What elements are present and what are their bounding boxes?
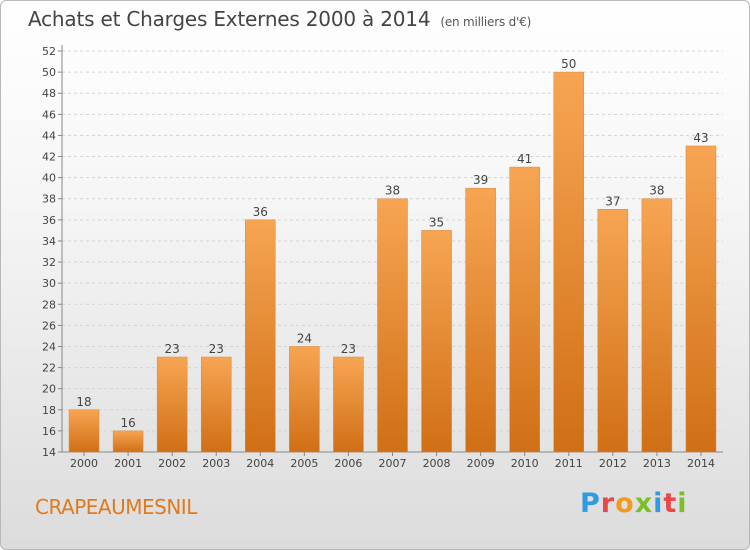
logo-letter: i (677, 488, 688, 519)
x-tick-label: 2011 (555, 457, 583, 470)
y-tick-label: 24 (42, 340, 56, 353)
bar (333, 356, 364, 453)
chart-title-text: Achats et Charges Externes 2000 à 2014 (28, 7, 431, 31)
bar (685, 145, 717, 453)
y-tick-label: 40 (42, 172, 56, 185)
bar (112, 430, 144, 453)
bar (597, 209, 629, 453)
bar (200, 356, 232, 453)
y-tick-label: 42 (42, 151, 56, 164)
y-tick-label: 34 (42, 235, 56, 248)
data-label: 24 (297, 331, 312, 345)
y-tick-label: 18 (42, 404, 56, 417)
x-tick-label: 2007 (379, 457, 407, 470)
bar (641, 198, 673, 453)
data-label: 35 (429, 215, 444, 229)
x-tick-label: 2009 (467, 457, 495, 470)
x-tick-label: 2010 (511, 457, 539, 470)
bar (245, 219, 276, 453)
data-label: 23 (209, 342, 224, 356)
x-tick-label: 2000 (70, 457, 98, 470)
y-tick-label: 32 (42, 256, 56, 269)
y-tick-label: 44 (42, 129, 56, 142)
y-tick-label: 28 (42, 298, 56, 311)
y-tick-label: 50 (42, 66, 56, 79)
bar (289, 346, 320, 453)
data-label: 50 (561, 57, 576, 71)
data-label: 38 (649, 184, 664, 198)
data-label: 38 (385, 184, 400, 198)
data-label: 23 (341, 342, 356, 356)
y-tick-label: 36 (42, 214, 56, 227)
x-tick-label: 2004 (246, 457, 274, 470)
logo-letter: r (600, 488, 616, 519)
proxiti-logo: Proxiti (580, 488, 688, 519)
data-label: 23 (165, 342, 180, 356)
x-tick-label: 2008 (423, 457, 451, 470)
y-tick-label: 30 (42, 277, 56, 290)
x-tick-label: 2005 (290, 457, 318, 470)
y-tick-label: 26 (42, 319, 56, 332)
chart-subtitle: (en milliers d'€) (440, 15, 532, 29)
logo-letter: i (653, 488, 664, 519)
bar (465, 187, 496, 453)
y-tick-label: 20 (42, 383, 56, 396)
data-label: 36 (253, 205, 268, 219)
x-tick-label: 2003 (202, 457, 230, 470)
bar (553, 71, 585, 453)
bar (377, 198, 408, 453)
bar (68, 409, 100, 453)
y-tick-label: 16 (42, 425, 56, 438)
x-tick-label: 2012 (599, 457, 627, 470)
x-tick-label: 2006 (334, 457, 362, 470)
commune-name: CRAPEAUMESNIL (35, 495, 197, 519)
logo-letter: t (663, 488, 678, 519)
logo-letter: P (580, 488, 601, 519)
data-label: 16 (120, 416, 135, 430)
bar (509, 166, 540, 453)
data-label: 18 (76, 395, 91, 409)
x-tick-label: 2014 (687, 457, 715, 470)
data-label: 39 (473, 173, 488, 187)
bar (421, 230, 452, 453)
x-tick-label: 2013 (643, 457, 671, 470)
chart-title: Achats et Charges Externes 2000 à 2014 (e… (28, 7, 531, 31)
data-label: 43 (693, 131, 708, 145)
y-tick-label: 52 (42, 45, 56, 58)
x-tick-label: 2002 (158, 457, 186, 470)
y-tick-label: 48 (42, 87, 56, 100)
data-label: 41 (517, 152, 532, 166)
logo-letter: o (615, 488, 635, 519)
x-tick-label: 2001 (114, 457, 142, 470)
y-tick-label: 14 (42, 446, 56, 459)
data-label: 37 (605, 194, 620, 208)
y-tick-label: 38 (42, 193, 56, 206)
logo-letter: x (634, 488, 654, 519)
y-tick-label: 46 (42, 108, 56, 121)
bar (156, 356, 188, 453)
y-tick-label: 22 (42, 362, 56, 375)
